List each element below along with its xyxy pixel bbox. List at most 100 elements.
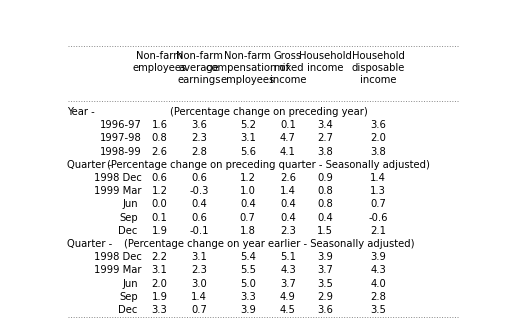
Text: Household
disposable
income: Household disposable income — [351, 52, 405, 85]
Text: 0.7: 0.7 — [191, 305, 207, 315]
Text: 0.4: 0.4 — [240, 199, 255, 209]
Text: 5.4: 5.4 — [240, 252, 256, 262]
Text: 1997-98: 1997-98 — [100, 133, 142, 144]
Text: 3.3: 3.3 — [152, 305, 167, 315]
Text: 0.4: 0.4 — [191, 199, 207, 209]
Text: 1.9: 1.9 — [151, 292, 168, 302]
Text: 0.4: 0.4 — [280, 212, 296, 222]
Text: Household
income: Household income — [299, 52, 352, 73]
Text: -0.1: -0.1 — [189, 226, 209, 236]
Text: 3.9: 3.9 — [370, 252, 386, 262]
Text: 2.7: 2.7 — [318, 133, 333, 144]
Text: 2.9: 2.9 — [318, 292, 333, 302]
Text: 5.6: 5.6 — [240, 147, 256, 157]
Text: 0.9: 0.9 — [318, 173, 333, 183]
Text: 2.6: 2.6 — [151, 147, 168, 157]
Text: 3.8: 3.8 — [318, 147, 333, 157]
Text: 3.7: 3.7 — [280, 279, 296, 289]
Text: 3.6: 3.6 — [191, 120, 207, 130]
Text: 0.8: 0.8 — [152, 133, 167, 144]
Text: 3.1: 3.1 — [152, 265, 167, 275]
Text: -0.3: -0.3 — [190, 186, 209, 196]
Text: (Percentage change on year earlier - Seasonally adjusted): (Percentage change on year earlier - Sea… — [124, 239, 414, 249]
Text: 2.8: 2.8 — [191, 147, 207, 157]
Text: 5.0: 5.0 — [240, 279, 256, 289]
Text: 0.8: 0.8 — [318, 186, 333, 196]
Text: 1998 Dec: 1998 Dec — [94, 173, 142, 183]
Text: 0.1: 0.1 — [280, 120, 296, 130]
Text: 2.1: 2.1 — [370, 226, 386, 236]
Text: 4.5: 4.5 — [280, 305, 296, 315]
Text: 2.2: 2.2 — [151, 252, 168, 262]
Text: Year -: Year - — [67, 107, 95, 117]
Text: 5.2: 5.2 — [240, 120, 256, 130]
Text: Gross
mixed
income: Gross mixed income — [270, 52, 306, 85]
Text: 1999 Mar: 1999 Mar — [94, 265, 142, 275]
Text: 1.4: 1.4 — [191, 292, 207, 302]
Text: Jun: Jun — [122, 199, 137, 209]
Text: 4.7: 4.7 — [280, 133, 296, 144]
Text: 0.6: 0.6 — [191, 212, 207, 222]
Text: 3.9: 3.9 — [240, 305, 256, 315]
Text: Sep: Sep — [119, 212, 137, 222]
Text: 1998-99: 1998-99 — [100, 147, 142, 157]
Text: 2.8: 2.8 — [370, 292, 386, 302]
Text: 1.4: 1.4 — [280, 186, 296, 196]
Text: 2.0: 2.0 — [152, 279, 167, 289]
Text: 1998 Dec: 1998 Dec — [94, 252, 142, 262]
Text: Quarter -: Quarter - — [67, 160, 112, 170]
Text: 3.8: 3.8 — [370, 147, 386, 157]
Text: 2.3: 2.3 — [280, 226, 296, 236]
Text: 4.1: 4.1 — [280, 147, 296, 157]
Text: 5.1: 5.1 — [280, 252, 296, 262]
Text: 3.9: 3.9 — [318, 252, 333, 262]
Text: 3.7: 3.7 — [318, 265, 333, 275]
Text: 3.3: 3.3 — [240, 292, 255, 302]
Text: 3.6: 3.6 — [318, 305, 333, 315]
Text: (Percentage change on preceding year): (Percentage change on preceding year) — [170, 107, 368, 117]
Text: 2.3: 2.3 — [191, 265, 207, 275]
Text: 1.9: 1.9 — [151, 226, 168, 236]
Text: 0.4: 0.4 — [280, 199, 296, 209]
Text: Quarter -: Quarter - — [67, 239, 112, 249]
Text: 1.2: 1.2 — [240, 173, 256, 183]
Text: 4.3: 4.3 — [280, 265, 296, 275]
Text: Dec: Dec — [119, 305, 137, 315]
Text: 4.0: 4.0 — [370, 279, 386, 289]
Text: Non-farm
average
earnings: Non-farm average earnings — [176, 52, 223, 85]
Text: 3.1: 3.1 — [240, 133, 256, 144]
Text: 0.8: 0.8 — [318, 199, 333, 209]
Text: (Percentage change on preceding quarter - Seasonally adjusted): (Percentage change on preceding quarter … — [107, 160, 430, 170]
Text: 1.6: 1.6 — [151, 120, 168, 130]
Text: 2.0: 2.0 — [370, 133, 386, 144]
Text: 3.5: 3.5 — [370, 305, 386, 315]
Text: 1.3: 1.3 — [370, 186, 386, 196]
Text: 2.6: 2.6 — [280, 173, 296, 183]
Text: Sep: Sep — [119, 292, 137, 302]
Text: 1.4: 1.4 — [370, 173, 386, 183]
Text: Non-farm
compensation of
employees: Non-farm compensation of employees — [206, 52, 289, 85]
Text: 0.7: 0.7 — [240, 212, 256, 222]
Text: Jun: Jun — [122, 279, 137, 289]
Text: Dec: Dec — [119, 226, 137, 236]
Text: 3.5: 3.5 — [318, 279, 333, 289]
Text: 1999 Mar: 1999 Mar — [94, 186, 142, 196]
Text: 3.4: 3.4 — [318, 120, 333, 130]
Text: 5.5: 5.5 — [240, 265, 256, 275]
Text: 1.5: 1.5 — [318, 226, 333, 236]
Text: 3.6: 3.6 — [370, 120, 386, 130]
Text: 0.1: 0.1 — [152, 212, 167, 222]
Text: -0.6: -0.6 — [368, 212, 388, 222]
Text: 1.2: 1.2 — [151, 186, 168, 196]
Text: 4.9: 4.9 — [280, 292, 296, 302]
Text: Non-farm
employees: Non-farm employees — [132, 52, 187, 73]
Text: 1.0: 1.0 — [240, 186, 256, 196]
Text: 3.1: 3.1 — [191, 252, 207, 262]
Text: 0.0: 0.0 — [152, 199, 167, 209]
Text: 1996-97: 1996-97 — [100, 120, 142, 130]
Text: 4.3: 4.3 — [370, 265, 386, 275]
Text: 0.7: 0.7 — [370, 199, 386, 209]
Text: 3.0: 3.0 — [191, 279, 207, 289]
Text: 0.6: 0.6 — [152, 173, 167, 183]
Text: 2.3: 2.3 — [191, 133, 207, 144]
